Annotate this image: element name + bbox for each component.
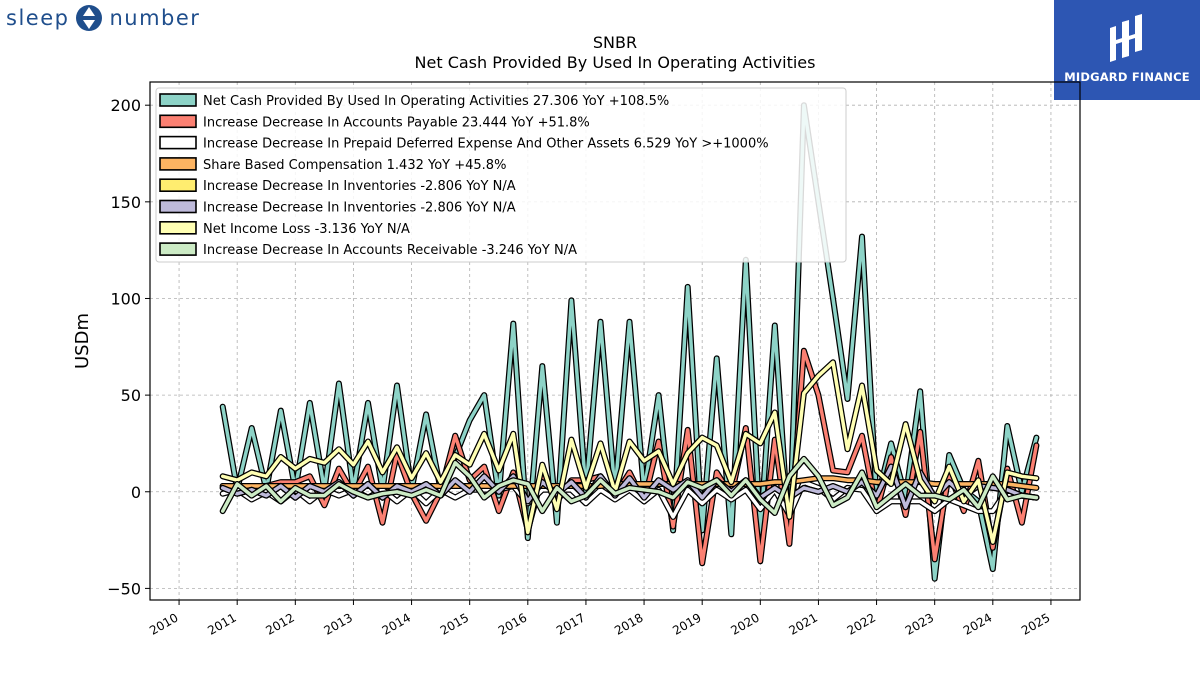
legend-swatch bbox=[159, 242, 197, 256]
series-line-7 bbox=[220, 360, 1039, 544]
x-tick-label: 2025 bbox=[1019, 610, 1052, 637]
legend: Net Cash Provided By Used In Operating A… bbox=[155, 87, 847, 263]
y-tick-label: 200 bbox=[110, 96, 141, 115]
y-tick-label: 50 bbox=[121, 386, 141, 405]
legend-swatch bbox=[159, 199, 197, 214]
logo-mark-icon bbox=[76, 5, 103, 31]
legend-label: Net Cash Provided By Used In Operating A… bbox=[203, 94, 669, 109]
x-tick-label: 2024 bbox=[961, 610, 994, 637]
legend-box bbox=[155, 87, 847, 263]
x-tick-label: 2020 bbox=[728, 610, 761, 637]
x-tick-label: 2016 bbox=[496, 610, 529, 637]
midgard-emblem-icon bbox=[1110, 14, 1142, 62]
legend-label: Increase Decrease In Accounts Receivable… bbox=[203, 243, 577, 258]
series-line-8 bbox=[220, 457, 1039, 515]
x-tick-label: 2022 bbox=[845, 610, 878, 637]
x-tick-label: 2018 bbox=[612, 610, 645, 637]
x-tick-label: 2012 bbox=[263, 610, 296, 637]
y-tick-label: 100 bbox=[110, 289, 141, 308]
x-axis: 2010 2011 2012 2013 2014 2015 2016 2017 2018 2019… bbox=[147, 600, 1052, 638]
x-tick-label: 2014 bbox=[380, 610, 413, 637]
x-tick-label: 2015 bbox=[438, 610, 471, 637]
x-tick-label: 2023 bbox=[903, 610, 936, 637]
y-axis-label: USDm bbox=[72, 313, 93, 369]
legend-swatch bbox=[159, 114, 197, 129]
legend-swatch bbox=[159, 178, 197, 192]
sleep-number-logo: sleep number bbox=[6, 4, 200, 32]
legend-label: Increase Decrease In Accounts Payable 23… bbox=[203, 115, 590, 130]
chart-subtitle: Net Cash Provided By Used In Operating A… bbox=[415, 53, 816, 72]
series-line-4 bbox=[220, 476, 1039, 490]
legend-swatch bbox=[159, 135, 197, 150]
legend-swatch bbox=[159, 93, 197, 107]
logo-word-number: number bbox=[109, 6, 201, 30]
legend-label: Share Based Compensation 1.432 YoY +45.8… bbox=[203, 158, 506, 173]
x-tick-label: 2011 bbox=[205, 610, 238, 637]
y-tick-label: 150 bbox=[110, 193, 141, 212]
logo-word-sleep: sleep bbox=[6, 6, 70, 30]
y-tick-label: 0 bbox=[131, 483, 141, 502]
legend-label: Increase Decrease In Inventories -2.806 … bbox=[203, 179, 516, 194]
legend-swatch bbox=[159, 157, 197, 171]
series-layer bbox=[219, 102, 1040, 582]
x-tick-label: 2010 bbox=[147, 610, 180, 637]
chart-title: SNBR bbox=[593, 33, 637, 52]
x-tick-label: 2019 bbox=[670, 610, 703, 637]
y-tick-label: −50 bbox=[107, 579, 141, 598]
x-tick-label: 2013 bbox=[321, 610, 354, 637]
legend-swatch bbox=[159, 221, 197, 235]
x-tick-label: 2021 bbox=[786, 610, 819, 637]
plot-frame bbox=[149, 81, 1081, 601]
midgard-finance-text: MIDGARD FINANCE bbox=[1064, 70, 1190, 84]
midgard-finance-logo: MIDGARD FINANCE bbox=[1054, 0, 1200, 100]
x-tick-label: 2017 bbox=[554, 610, 587, 637]
legend-label: Increase Decrease In Prepaid Deferred Ex… bbox=[203, 137, 769, 152]
y-axis: −50 0 50 100 150 200 bbox=[107, 96, 150, 598]
legend-label: Increase Decrease In Inventories -2.806 … bbox=[203, 201, 516, 216]
legend-label: Net Income Loss -3.136 YoY N/A bbox=[203, 222, 410, 237]
